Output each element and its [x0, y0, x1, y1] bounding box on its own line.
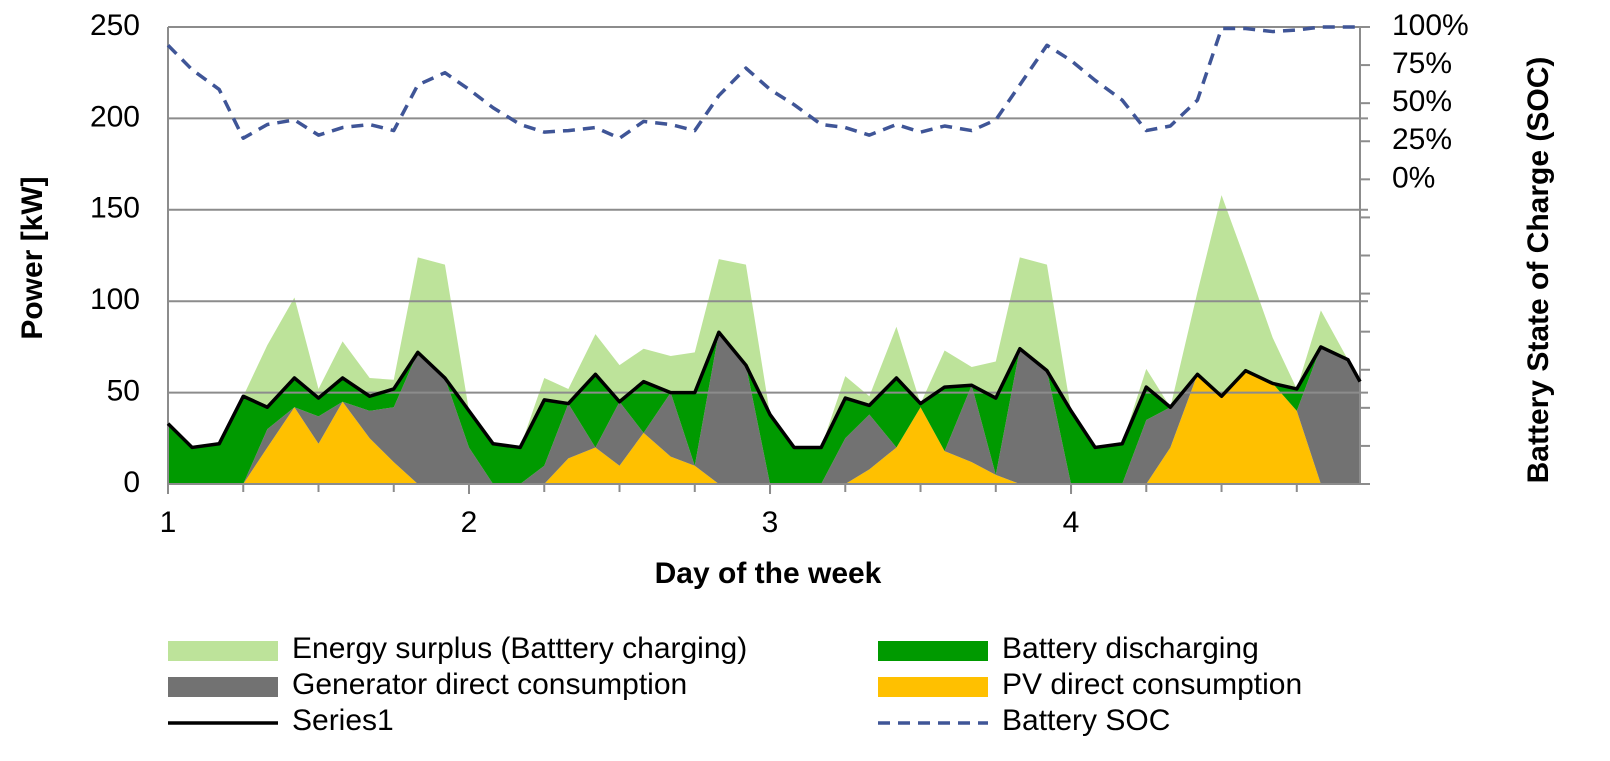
- load-line: [166, 330, 1362, 450]
- area: [168, 195, 1360, 448]
- area: [168, 332, 1360, 484]
- x-tick-label: 4: [1063, 506, 1080, 539]
- y-tick-label: 200: [90, 100, 140, 133]
- areas: [168, 195, 1360, 484]
- legend-label: Battery discharging: [1002, 632, 1259, 665]
- x-tick-label: 1: [160, 506, 177, 539]
- legend-swatch: [878, 677, 988, 697]
- area: [168, 370, 1360, 484]
- y-tick-label: 250: [90, 9, 140, 42]
- x-axis-title: Day of the week: [655, 557, 882, 590]
- y2-tick-label: 50%: [1392, 85, 1452, 118]
- area: [168, 332, 1360, 484]
- lines: [166, 25, 1362, 450]
- legend-swatch: [168, 677, 278, 697]
- legend-label: Battery SOC: [1002, 704, 1170, 737]
- y2-tick-label: 75%: [1392, 47, 1452, 80]
- y-tick-label: 0: [123, 466, 140, 499]
- y2-axis-title: Battery State of Charge (SOC): [1522, 57, 1555, 484]
- legend-label: Series1: [292, 704, 394, 737]
- y-tick-label: 150: [90, 192, 140, 225]
- soc-line: [166, 25, 1360, 140]
- x-tick-label: 2: [461, 506, 478, 539]
- legend-swatch: [168, 641, 278, 661]
- x-tick-label: 3: [762, 506, 779, 539]
- legend-label: PV direct consumption: [1002, 668, 1302, 701]
- legend-swatch: [878, 641, 988, 661]
- y-axis-title: Power [kW]: [16, 176, 49, 339]
- legend-label: Generator direct consumption: [292, 668, 687, 701]
- legend-label: Energy surplus (Batttery charging): [292, 632, 747, 665]
- y-tick-label: 100: [90, 283, 140, 316]
- grid: [167, 26, 1370, 494]
- y2-tick-label: 0%: [1392, 161, 1435, 194]
- y2-tick-label: 100%: [1392, 9, 1469, 42]
- y2-tick-label: 25%: [1392, 123, 1452, 156]
- y-tick-label: 50: [107, 375, 140, 408]
